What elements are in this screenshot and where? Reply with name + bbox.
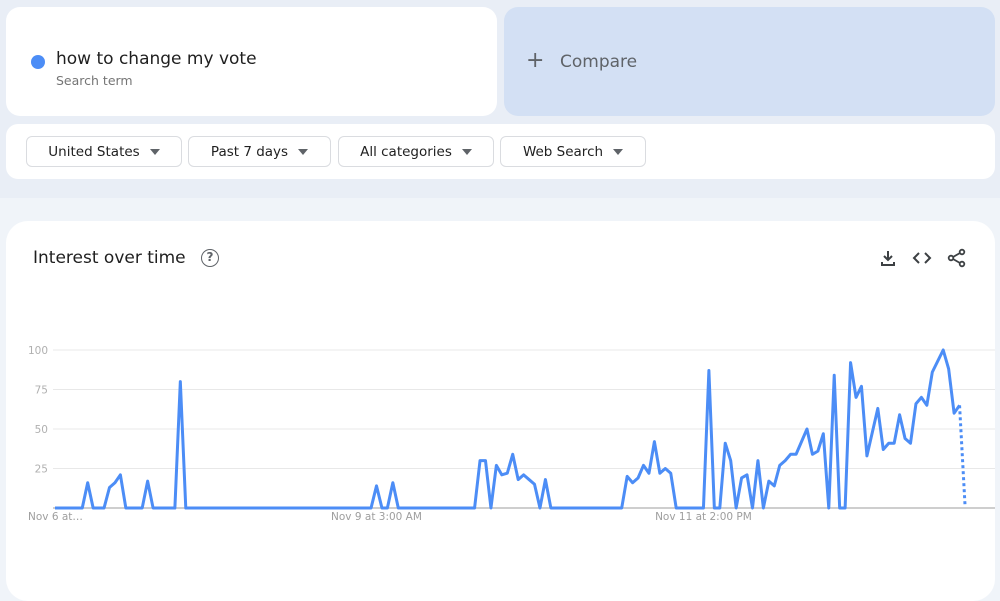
help-icon[interactable]: ?	[201, 249, 219, 267]
interest-over-time-card: Interest over time ?	[6, 221, 995, 601]
filter-search-type[interactable]: Web Search	[500, 136, 646, 167]
search-term-card[interactable]: how to change my vote Search term	[6, 7, 497, 116]
dropdown-caret-icon	[149, 148, 160, 155]
dropdown-caret-icon	[461, 148, 472, 155]
filter-region[interactable]: United States	[26, 136, 182, 167]
filter-label: Past 7 days	[210, 143, 289, 160]
share-icon[interactable]	[947, 248, 967, 268]
plus-icon: +	[526, 48, 545, 73]
search-term-name[interactable]: how to change my vote	[56, 49, 257, 69]
embed-code-icon[interactable]	[912, 248, 932, 268]
compare-label: Compare	[560, 52, 638, 72]
dropdown-caret-icon	[298, 148, 309, 155]
filter-category[interactable]: All categories	[338, 136, 494, 167]
search-term-type: Search term	[56, 73, 133, 88]
download-icon[interactable]	[878, 248, 898, 268]
filter-label: All categories	[360, 143, 452, 160]
filter-label: United States	[48, 143, 140, 160]
series-color-dot	[31, 55, 45, 69]
dropdown-caret-icon	[613, 148, 624, 155]
compare-button[interactable]: + Compare	[504, 7, 995, 116]
filter-time-range[interactable]: Past 7 days	[188, 136, 331, 167]
filter-label: Web Search	[522, 143, 604, 160]
filter-bar: United States Past 7 days All categories…	[6, 124, 995, 179]
chart-title: Interest over time	[33, 248, 186, 268]
